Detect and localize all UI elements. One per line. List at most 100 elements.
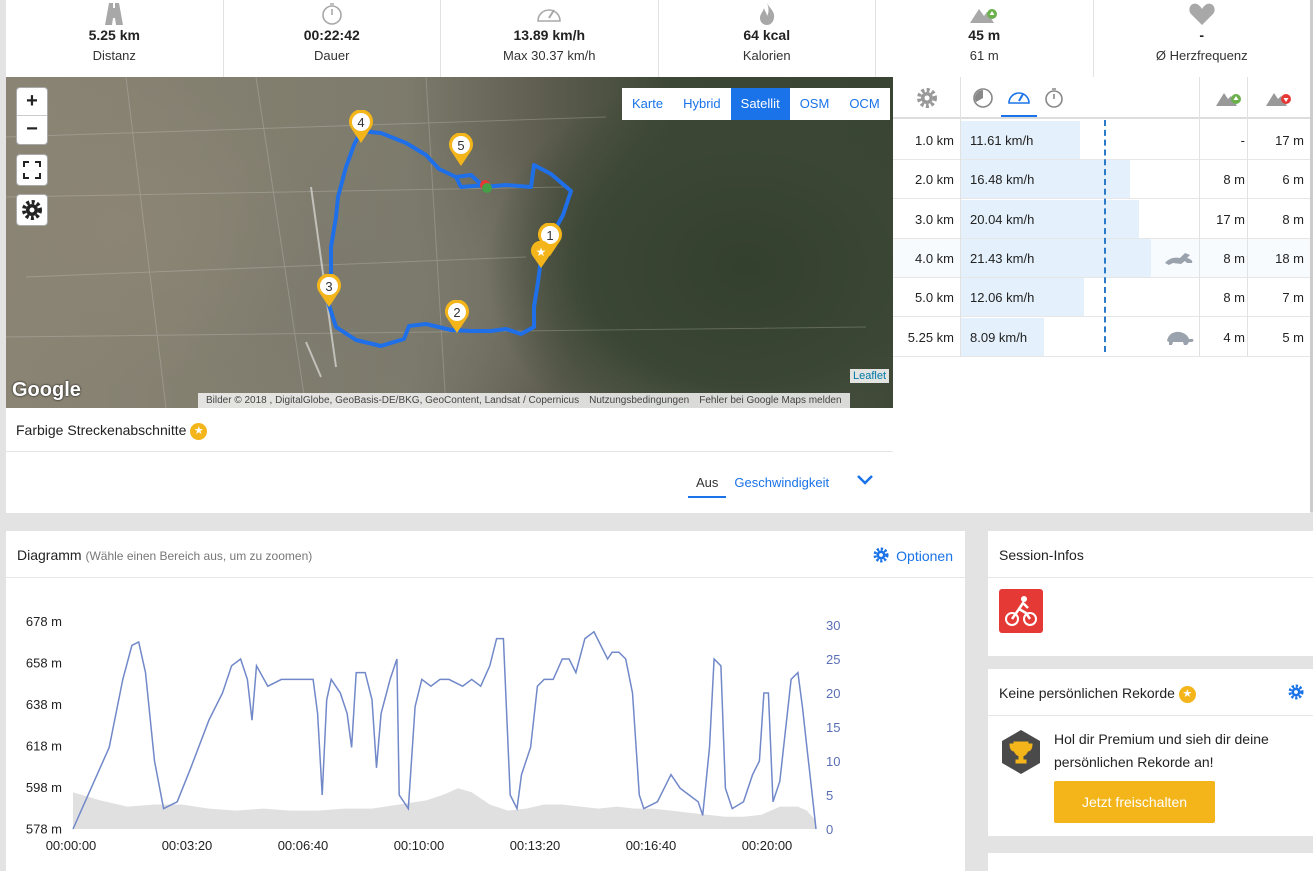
stat-label: Dauer xyxy=(314,48,350,63)
svg-text:★: ★ xyxy=(536,245,547,259)
stat-value: 13.89 km/h xyxy=(513,27,586,43)
time-tick: 00:13:20 xyxy=(510,838,561,853)
unlock-button[interactable]: Jetzt freischalten xyxy=(1054,781,1215,823)
map-marker-1[interactable]: 1 xyxy=(537,222,563,262)
map-settings-button[interactable] xyxy=(17,195,47,225)
svg-text:2: 2 xyxy=(453,305,460,320)
gear-icon xyxy=(873,547,889,563)
speed-altitude-chart[interactable]: 678 m 658 m 638 m 618 m 598 m 578 m 30 25 20 15 1… xyxy=(6,578,965,871)
split-ascent: - xyxy=(1240,133,1245,148)
stat-speed: 13.89 km/h Max 30.37 km/h xyxy=(441,0,659,77)
chevron-down-icon[interactable] xyxy=(854,469,876,491)
altitude-tick: 598 m xyxy=(26,780,62,795)
road-icon xyxy=(105,3,124,25)
split-speed: 8.09 km/h xyxy=(970,329,1028,345)
split-speed: 16.48 km/h xyxy=(970,172,1035,188)
map-layer-switcher: Karte Hybrid Satellit OSM OCM xyxy=(622,88,890,120)
premium-text: Hol dir Premium und sieh dir deine persö… xyxy=(1054,731,1269,770)
fullscreen-button[interactable] xyxy=(17,155,47,185)
split-descent: 6 m xyxy=(1282,172,1304,188)
split-row[interactable]: 2.0 km 16.48 km/h 8 m 6 m xyxy=(893,160,1310,200)
leaflet-link[interactable]: Leaflet xyxy=(849,369,889,383)
stat-elevation: 45 m 61 m xyxy=(876,0,1094,77)
report-error-link[interactable]: Fehler bei Google Maps melden xyxy=(699,395,842,406)
speed-tick: 30 xyxy=(826,618,840,633)
splits-divider xyxy=(1247,77,1248,357)
tab-aus[interactable]: Aus xyxy=(688,470,727,498)
split-row[interactable]: 1.0 km 11.61 km/h - 17 m xyxy=(893,121,1310,160)
time-axis: 00:00:00 00:03:20 00:06:40 00:10:00 00:13:20… xyxy=(46,838,793,853)
stat-label: 61 m xyxy=(969,48,999,63)
stat-value: 45 m xyxy=(968,27,1001,43)
split-descent: 17 m xyxy=(1275,133,1304,148)
average-speed-line xyxy=(1104,120,1106,352)
premium-star-icon: ★ xyxy=(1178,685,1196,703)
tab-geschwindigkeit[interactable]: Geschwindigkeit xyxy=(734,475,830,490)
layer-osm[interactable]: OSM xyxy=(799,96,830,111)
speed-tab[interactable] xyxy=(1001,77,1037,117)
split-row[interactable]: 5.25 km 8.09 km/h 4 m 5 m xyxy=(893,317,1310,357)
pace-clock-icon[interactable] xyxy=(972,87,994,109)
layer-karte[interactable]: Karte xyxy=(632,96,664,111)
split-speed-bar xyxy=(960,160,1130,199)
split-row[interactable]: 3.0 km 20.04 km/h 17 m 8 m xyxy=(893,199,1310,239)
mountain-up-icon xyxy=(970,9,998,23)
altitude-tick: 658 m xyxy=(26,656,62,671)
split-row[interactable]: 4.0 km 21.43 km/h 8 m 18 m xyxy=(893,238,1310,278)
map-marker-5[interactable]: 5 xyxy=(448,132,474,172)
gear-icon[interactable] xyxy=(915,86,939,110)
split-km: 4.0 km xyxy=(914,250,954,266)
map-marker-4[interactable]: 4 xyxy=(348,109,374,149)
gear-icon xyxy=(22,200,42,220)
altitude-tick: 578 m xyxy=(26,822,62,837)
split-descent: 8 m xyxy=(1282,211,1304,227)
split-ascent: 8 m xyxy=(1223,250,1245,266)
route-map[interactable]: 1 ★ 2 3 4 5 + − Karte Hybrid Satellit OS… xyxy=(6,77,893,408)
stat-label: Kalorien xyxy=(742,48,791,63)
divider xyxy=(988,715,1313,716)
gear-icon[interactable] xyxy=(1287,683,1305,701)
zoom-in-button[interactable]: + xyxy=(17,88,47,116)
session-info-card: Session-Infos xyxy=(988,531,1313,656)
layer-hybrid[interactable]: Hybrid xyxy=(683,96,721,111)
split-km: 5.0 km xyxy=(914,290,954,306)
premium-star-icon: ★ xyxy=(190,422,208,440)
colored-sections-tabs: Aus Geschwindigkeit xyxy=(688,470,837,498)
split-speed: 11.61 km/h xyxy=(970,133,1034,148)
map-start-star-icon[interactable]: ★ xyxy=(530,240,552,274)
splits-divider xyxy=(960,77,961,357)
speedometer-icon xyxy=(1008,92,1030,104)
zoom-out-button[interactable]: − xyxy=(26,118,38,140)
options-button[interactable]: Optionen xyxy=(872,546,953,564)
stat-calories: 64 kcal Kalorien xyxy=(659,0,876,77)
hare-icon xyxy=(1165,252,1193,265)
stopwatch-icon[interactable] xyxy=(1043,87,1065,109)
layer-ocm[interactable]: OCM xyxy=(849,96,880,111)
svg-text:5: 5 xyxy=(457,138,464,153)
stat-label: Max 30.37 km/h xyxy=(503,48,596,63)
trophy-icon xyxy=(1002,730,1040,774)
page-scrollbar[interactable] xyxy=(1310,0,1313,512)
diagram-hint: (Wähle einen Bereich aus, um zu zoomen) xyxy=(85,549,313,563)
time-tick: 00:06:40 xyxy=(278,838,329,853)
fullscreen-icon xyxy=(23,161,41,179)
stopwatch-icon xyxy=(321,3,342,25)
records-title: Keine persönlichen Rekorde ★ xyxy=(999,685,1196,703)
stats-bar: 5.25 km Distanz 00:22:42 Dauer 13.89 km/… xyxy=(6,0,1310,77)
colored-sections-header: Farbige Streckenabschnitte ★ xyxy=(6,408,893,452)
stat-value: - xyxy=(1199,27,1205,43)
stat-value: 00:22:42 xyxy=(303,27,360,43)
splits-divider xyxy=(1199,77,1200,357)
split-speed-bar xyxy=(960,199,1140,238)
time-tick: 00:20:00 xyxy=(742,838,793,853)
map-marker-2[interactable]: 2 xyxy=(444,299,470,339)
split-row[interactable]: 5.0 km 12.06 km/h 8 m 7 m xyxy=(893,278,1310,318)
cycling-icon[interactable] xyxy=(999,589,1043,633)
map-marker-3[interactable]: 3 xyxy=(316,273,342,313)
divider xyxy=(988,577,1313,578)
svg-text:3: 3 xyxy=(325,279,332,294)
layer-satellit[interactable]: Satellit xyxy=(730,88,790,120)
diagram-title-text: Diagramm xyxy=(17,547,82,563)
terms-link[interactable]: Nutzungsbedingungen xyxy=(589,395,690,406)
speedometer-icon xyxy=(537,9,562,22)
